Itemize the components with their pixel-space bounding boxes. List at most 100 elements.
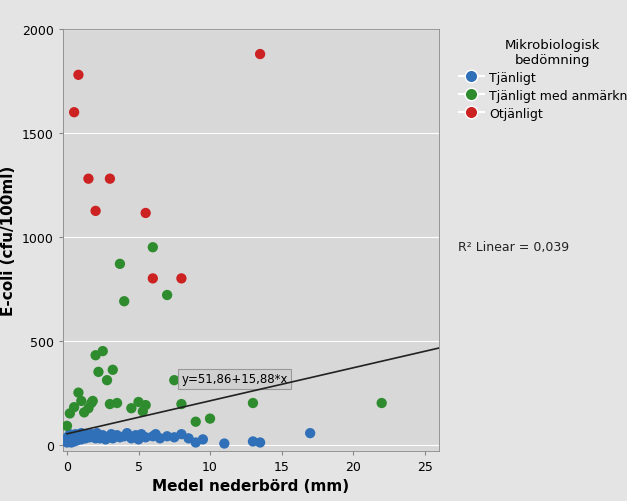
Tjänligt bbox=[98, 431, 108, 439]
Tjänligt bbox=[66, 438, 76, 446]
Text: R² Linear = 0,039: R² Linear = 0,039 bbox=[458, 240, 569, 254]
Otjänligt bbox=[140, 209, 150, 217]
Tjänligt bbox=[71, 434, 81, 442]
Tjänligt bbox=[255, 438, 265, 446]
Tjänligt bbox=[219, 440, 229, 448]
Tjänligt med anmärkning bbox=[105, 400, 115, 408]
Tjänligt bbox=[169, 433, 179, 441]
Tjänligt bbox=[136, 430, 146, 438]
Tjänligt med anmärkning bbox=[162, 292, 172, 300]
Tjänligt bbox=[95, 434, 105, 442]
Tjänligt med anmärkning bbox=[90, 352, 100, 360]
Tjänligt bbox=[112, 431, 122, 439]
Tjänligt bbox=[140, 433, 150, 441]
Tjänligt bbox=[69, 432, 79, 440]
Tjänligt med anmärkning bbox=[205, 415, 215, 423]
Tjänligt med anmärkning bbox=[83, 404, 93, 412]
Tjänligt bbox=[90, 434, 100, 442]
Tjänligt bbox=[155, 434, 165, 442]
Tjänligt bbox=[63, 432, 73, 440]
Tjänligt med anmärkning bbox=[69, 403, 79, 411]
Tjänligt med anmärkning bbox=[176, 400, 186, 408]
Tjänligt bbox=[198, 435, 208, 443]
Tjänligt bbox=[66, 433, 76, 441]
Tjänligt bbox=[150, 430, 161, 438]
Tjänligt bbox=[191, 438, 201, 446]
Tjänligt bbox=[115, 433, 125, 441]
Tjänligt med anmärkning bbox=[73, 389, 83, 397]
Tjänligt med anmärkning bbox=[138, 407, 148, 415]
Tjänligt med anmärkning bbox=[377, 399, 387, 407]
Legend: Tjänligt, Tjänligt med anmärkning, Otjänligt: Tjänligt, Tjänligt med anmärkning, Otjän… bbox=[456, 36, 627, 123]
Tjänligt med anmärkning bbox=[148, 243, 158, 252]
Tjänligt bbox=[100, 435, 110, 443]
Tjänligt bbox=[69, 437, 79, 445]
Tjänligt med anmärkning bbox=[88, 397, 98, 405]
Tjänligt med anmärkning bbox=[98, 347, 108, 355]
Tjänligt bbox=[85, 433, 95, 441]
Tjänligt med anmärkning bbox=[102, 376, 112, 384]
Tjänligt bbox=[62, 438, 72, 446]
Tjänligt bbox=[76, 429, 87, 437]
Tjänligt bbox=[248, 437, 258, 445]
Otjänligt bbox=[176, 275, 186, 283]
Tjänligt bbox=[105, 432, 115, 440]
Tjänligt bbox=[130, 431, 140, 439]
Tjänligt bbox=[134, 435, 144, 443]
Tjänligt bbox=[68, 431, 78, 439]
Tjänligt bbox=[87, 430, 97, 438]
Tjänligt bbox=[68, 435, 78, 443]
Tjänligt med anmärkning bbox=[62, 422, 72, 430]
Tjänligt med anmärkning bbox=[127, 404, 137, 412]
Tjänligt bbox=[148, 432, 158, 440]
Tjänligt bbox=[62, 434, 72, 442]
Tjänligt bbox=[63, 437, 73, 445]
Tjänligt bbox=[88, 432, 98, 440]
Tjänligt bbox=[99, 433, 109, 441]
Otjänligt bbox=[90, 207, 100, 215]
Tjänligt bbox=[92, 429, 102, 437]
Tjänligt med anmärkning bbox=[140, 401, 150, 409]
Tjänligt bbox=[176, 430, 186, 438]
Tjänligt bbox=[127, 434, 137, 442]
Tjänligt med anmärkning bbox=[93, 368, 103, 376]
Tjänligt bbox=[107, 430, 117, 438]
Tjänligt med anmärkning bbox=[119, 298, 129, 306]
Otjänligt bbox=[255, 51, 265, 59]
Tjänligt med anmärkning bbox=[87, 399, 97, 407]
Tjänligt bbox=[93, 432, 103, 440]
Tjänligt med anmärkning bbox=[76, 397, 87, 405]
Tjänligt bbox=[73, 434, 83, 442]
Tjänligt bbox=[122, 429, 132, 437]
Tjänligt bbox=[119, 432, 129, 440]
Tjänligt bbox=[65, 430, 75, 438]
Tjänligt bbox=[75, 431, 85, 439]
Tjänligt bbox=[72, 436, 82, 444]
Tjänligt med anmärkning bbox=[108, 366, 118, 374]
Otjänligt bbox=[69, 109, 79, 117]
Tjänligt med anmärkning bbox=[184, 372, 194, 380]
Tjänligt med anmärkning bbox=[134, 398, 144, 406]
Otjänligt bbox=[73, 72, 83, 80]
Tjänligt bbox=[162, 432, 172, 440]
Tjänligt bbox=[81, 434, 91, 442]
Tjänligt bbox=[83, 431, 93, 439]
Tjänligt med anmärkning bbox=[112, 399, 122, 407]
Tjänligt bbox=[71, 430, 81, 438]
Otjänligt bbox=[83, 175, 93, 183]
X-axis label: Medel nederbörd (mm): Medel nederbörd (mm) bbox=[152, 478, 349, 493]
Otjänligt bbox=[148, 275, 158, 283]
Tjänligt med anmärkning bbox=[169, 376, 179, 384]
Tjänligt bbox=[79, 432, 89, 440]
Tjänligt bbox=[65, 436, 75, 444]
Otjänligt bbox=[105, 175, 115, 183]
Tjänligt bbox=[305, 429, 315, 437]
Tjänligt med anmärkning bbox=[79, 408, 89, 416]
Tjänligt med anmärkning bbox=[248, 399, 258, 407]
Tjänligt med anmärkning bbox=[115, 261, 125, 269]
Tjänligt bbox=[184, 434, 194, 442]
Text: y=51,86+15,88*x: y=51,86+15,88*x bbox=[181, 373, 288, 385]
Y-axis label: E-coli (cfu/100ml): E-coli (cfu/100ml) bbox=[1, 165, 16, 316]
Tjänligt med anmärkning bbox=[191, 418, 201, 426]
Tjänligt bbox=[82, 430, 92, 438]
